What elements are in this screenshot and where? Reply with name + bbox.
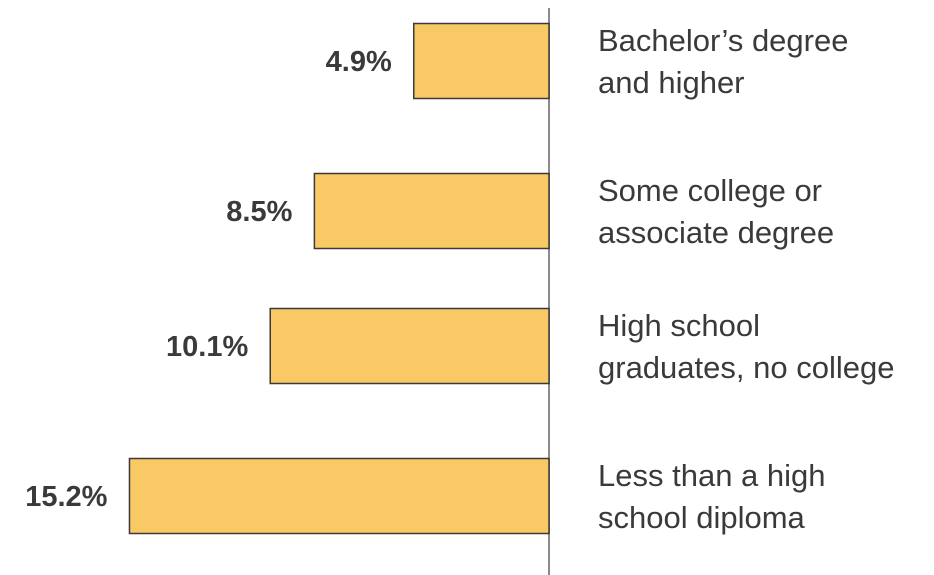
category-label-3-line-1: school diploma xyxy=(598,500,806,535)
bar-3 xyxy=(128,457,550,535)
category-label-0-line-0: Bachelor’s degree xyxy=(598,23,848,58)
bar-0 xyxy=(413,22,550,100)
value-label-0: 4.9% xyxy=(326,46,392,78)
bars-group xyxy=(128,22,550,535)
category-label-0-line-1: and higher xyxy=(598,65,745,100)
category-label-2-line-1: graduates, no college xyxy=(598,350,894,385)
value-label-2: 10.1% xyxy=(166,331,248,363)
category-label-2-line-0: High school xyxy=(598,308,760,343)
labels-group: 4.9% Bachelor’s degree and higher 8.5% Some … xyxy=(25,23,894,535)
value-label-3: 15.2% xyxy=(25,481,107,513)
category-label-2: High school graduates, no college xyxy=(598,308,894,385)
category-label-1: Some college or associate degree xyxy=(598,173,834,250)
category-label-1-line-1: associate degree xyxy=(598,215,834,250)
value-label-1: 8.5% xyxy=(226,196,292,228)
bar-2 xyxy=(269,307,550,385)
category-label-3-line-0: Less than a high xyxy=(598,458,826,493)
bar-1 xyxy=(313,172,550,250)
category-label-3: Less than a high school diploma xyxy=(598,458,826,535)
category-label-1-line-0: Some college or xyxy=(598,173,822,208)
category-label-0: Bachelor’s degree and higher xyxy=(598,23,848,100)
